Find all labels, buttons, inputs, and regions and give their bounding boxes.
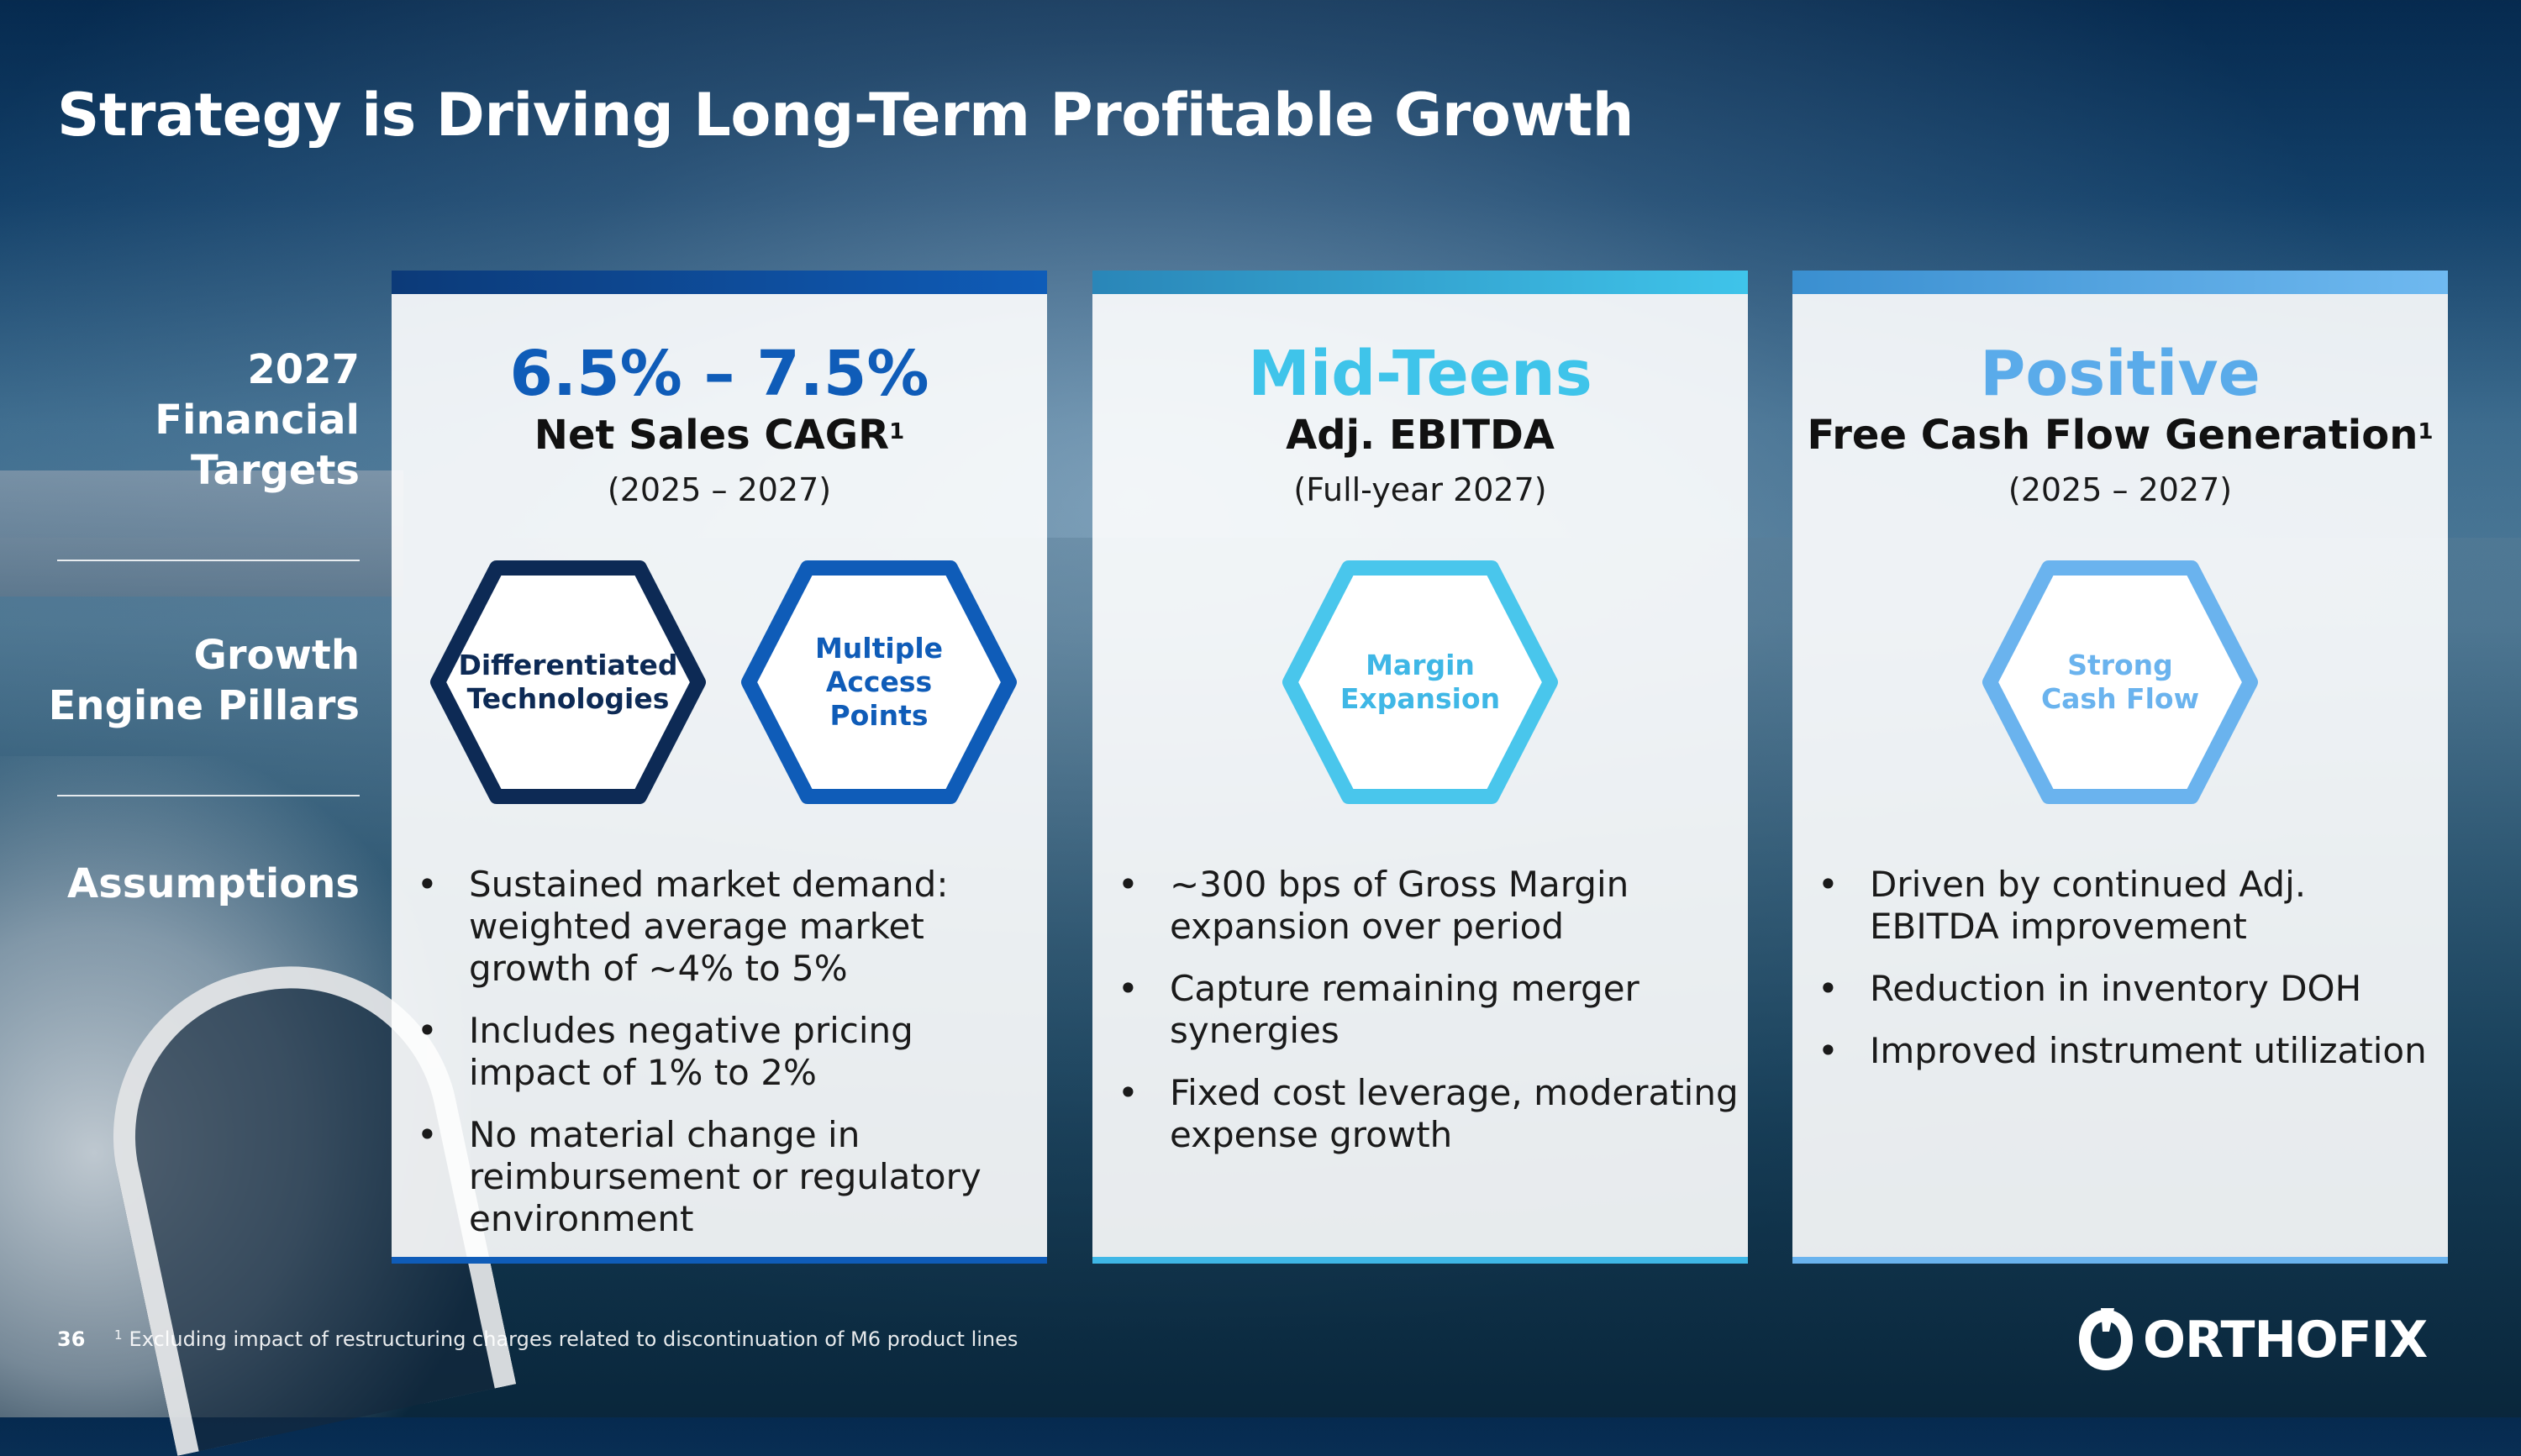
footnote-marker: 1 xyxy=(114,1327,123,1343)
assumption-text: No material change in reimbursement or r… xyxy=(469,1114,982,1239)
footnote-marker: 1 xyxy=(2418,419,2434,444)
pillar-hexagon: Strong Cash Flow xyxy=(1977,556,2263,808)
hexagon-blue-icon xyxy=(741,560,1017,804)
bullet-dot: • xyxy=(1118,968,1139,1009)
assumption-item: • Driven by continued Adj. EBITDA improve… xyxy=(1818,864,2439,948)
card-bottom-bar xyxy=(392,1257,1047,1264)
row-divider xyxy=(57,795,360,796)
card-metric: Net Sales CAGR1 xyxy=(392,410,1047,460)
footnote: 1 Excluding impact of restructuring charg… xyxy=(114,1327,1018,1351)
assumption-item: • Includes negative pricing impact of 1% … xyxy=(417,1010,1039,1094)
background-city xyxy=(0,470,403,597)
row-label-line: Growth xyxy=(193,632,360,679)
pillar-label: Differentiated Technologies xyxy=(458,649,678,715)
card-metric: Free Cash Flow Generation1 xyxy=(1792,410,2448,460)
bullet-dot: • xyxy=(1818,864,1839,905)
assumption-item: • ~300 bps of Gross Margin expansion over… xyxy=(1118,864,1739,948)
card-period: (2025 – 2027) xyxy=(607,471,832,508)
assumption-text: Sustained market demand: weighted averag… xyxy=(469,864,949,989)
card-net-sales: 6.5% – 7.5% Net Sales CAGR1 (2025 – 2027… xyxy=(392,271,1047,1264)
assumption-item: • No material change in reimbursement or … xyxy=(417,1114,1039,1240)
card-bottom-bar xyxy=(1792,1257,2448,1264)
card-metric: Adj. EBITDA xyxy=(1092,410,1748,460)
row-label-line: Assumptions xyxy=(67,860,360,907)
card-metric-text: Net Sales CAGR xyxy=(534,412,890,459)
assumption-text: Reduction in inventory DOH xyxy=(1870,968,2362,1009)
assumption-text: ~300 bps of Gross Margin expansion over … xyxy=(1170,864,1629,947)
row-label-line: Financial xyxy=(155,397,360,444)
pillar-label: Multiple Access Points xyxy=(814,632,944,732)
assumption-item: • Improved instrument utilization xyxy=(1818,1030,2439,1072)
pillar-hexagon: Differentiated Technologies xyxy=(425,556,711,808)
orthofix-logo-mark-icon xyxy=(2079,1308,2133,1370)
row-label-line: Targets xyxy=(190,447,360,494)
assumption-item: • Capture remaining merger synergies xyxy=(1118,968,1739,1052)
bullet-dot: • xyxy=(1818,968,1839,1009)
assumption-text: Fixed cost leverage, moderating expense … xyxy=(1170,1072,1739,1155)
orthofix-logo: ORTHOFIX xyxy=(2076,1306,2471,1374)
pillar-hexagon: Multiple Access Points xyxy=(736,556,1022,808)
row-label-assumptions: Assumptions xyxy=(24,859,360,909)
assumption-text: Includes negative pricing impact of 1% t… xyxy=(469,1010,913,1093)
assumption-text: Capture remaining merger synergies xyxy=(1170,968,1639,1051)
assumption-text: Improved instrument utilization xyxy=(1870,1030,2427,1071)
card-top-bar xyxy=(1792,271,2448,294)
assumption-list: • ~300 bps of Gross Margin expansion over… xyxy=(1118,864,1739,1176)
assumption-text: Driven by continued Adj. EBITDA improvem… xyxy=(1870,864,2307,947)
assumption-item: • Reduction in inventory DOH xyxy=(1818,968,2439,1010)
card-free-cash-flow: Positive Free Cash Flow Generation1 (202… xyxy=(1792,271,2448,1264)
bullet-dot: • xyxy=(417,1114,438,1155)
bullet-dot: • xyxy=(1818,1030,1839,1071)
page-number: 36 xyxy=(57,1327,86,1351)
footnote-marker: 1 xyxy=(889,419,905,444)
hexagon-cyan-icon xyxy=(1282,560,1558,804)
row-label-line: 2027 xyxy=(247,346,360,393)
card-period: (2025 – 2027) xyxy=(2008,471,2233,508)
card-top-bar xyxy=(1092,271,1748,294)
hexagon-navy-icon xyxy=(430,560,706,804)
pillar-label: Margin Expansion xyxy=(1339,649,1501,715)
assumption-list: • Sustained market demand: weighted avera… xyxy=(417,864,1039,1260)
assumption-item: • Fixed cost leverage, moderating expense… xyxy=(1118,1072,1739,1156)
card-metric-text: Adj. EBITDA xyxy=(1286,412,1555,459)
card-top-bar xyxy=(392,271,1047,294)
pillar-label: Strong Cash Flow xyxy=(2040,649,2200,715)
assumption-item: • Sustained market demand: weighted avera… xyxy=(417,864,1039,990)
bullet-dot: • xyxy=(1118,1072,1139,1113)
slide-title: Strategy is Driving Long-Term Profitable… xyxy=(57,81,1634,150)
card-headline: Mid-Teens xyxy=(1248,338,1592,410)
footnote-text: Excluding impact of restructuring charge… xyxy=(129,1327,1018,1351)
pillar-hexagon: Margin Expansion xyxy=(1277,556,1563,808)
bullet-dot: • xyxy=(1118,864,1139,905)
row-divider xyxy=(57,560,360,561)
card-adj-ebitda: Mid-Teens Adj. EBITDA (Full-year 2027) M… xyxy=(1092,271,1748,1264)
logo-text: ORTHOFIX xyxy=(2143,1311,2428,1369)
row-label-line: Engine Pillars xyxy=(48,682,360,729)
row-label-targets: 2027 Financial Targets xyxy=(24,344,360,496)
assumption-list: • Driven by continued Adj. EBITDA improve… xyxy=(1818,864,2439,1092)
bullet-dot: • xyxy=(417,1010,438,1051)
hexagon-sky-icon xyxy=(1982,560,2258,804)
row-label-pillars: Growth Engine Pillars xyxy=(24,630,360,731)
card-period: (Full-year 2027) xyxy=(1293,471,1547,508)
bullet-dot: • xyxy=(417,864,438,905)
card-headline: 6.5% – 7.5% xyxy=(509,338,929,410)
card-headline: Positive xyxy=(1980,338,2260,410)
card-metric-text: Free Cash Flow Generation xyxy=(1807,412,2418,459)
card-bottom-bar xyxy=(1092,1257,1748,1264)
